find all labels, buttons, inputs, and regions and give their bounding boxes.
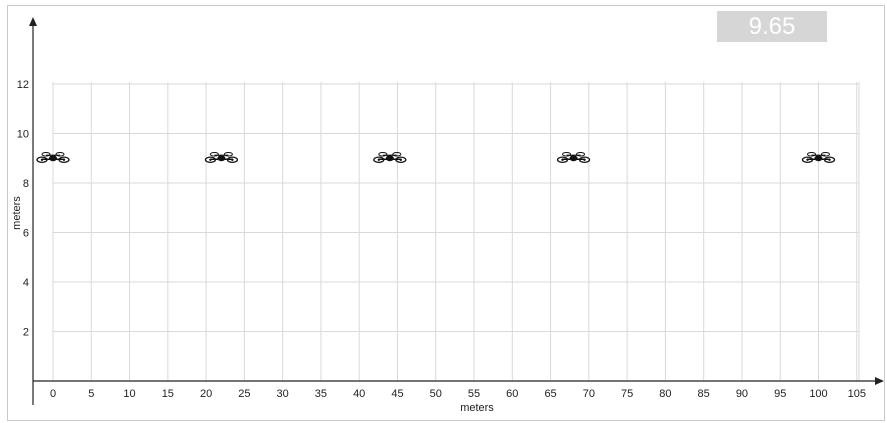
x-tick-label: 30 — [277, 388, 289, 400]
x-tick-label: 90 — [736, 388, 748, 400]
x-tick-label: 105 — [848, 388, 866, 400]
y-axis-arrow — [29, 17, 37, 26]
x-tick-label: 70 — [583, 388, 595, 400]
x-tick-label: 75 — [621, 388, 633, 400]
y-tick-label: 2 — [23, 327, 29, 339]
drone-icon — [36, 151, 70, 163]
x-tick-label: 80 — [659, 388, 671, 400]
x-tick-label: 50 — [430, 388, 442, 400]
x-tick-label: 85 — [698, 388, 710, 400]
y-tick-label: 6 — [23, 228, 29, 240]
x-tick-label: 55 — [468, 388, 480, 400]
x-tick-label: 60 — [506, 388, 518, 400]
x-tick-label: 15 — [162, 388, 174, 400]
grid — [52, 82, 860, 381]
x-tick-label: 0 — [50, 388, 56, 400]
x-tick-label: 65 — [544, 388, 556, 400]
axes — [29, 17, 884, 405]
y-tick-labels: 2 4 6 8 10 12 — [17, 79, 29, 339]
x-tick-label: 95 — [774, 388, 786, 400]
x-tick-label: 35 — [315, 388, 327, 400]
x-tick-labels: 0 5 10 15 20 25 30 35 40 45 50 55 60 65 70 75 80 85 90 95 10… — [50, 388, 866, 400]
data-points — [36, 151, 836, 163]
x-axis-title: meters — [460, 402, 494, 414]
x-tick-label: 40 — [353, 388, 365, 400]
y-tick-label: 10 — [17, 129, 29, 141]
x-tick-label: 5 — [88, 388, 94, 400]
y-tick-label: 4 — [23, 277, 29, 289]
x-tick-label: 100 — [809, 388, 827, 400]
x-tick-label: 45 — [391, 388, 403, 400]
y-axis-title: meters — [11, 196, 23, 230]
value-readout: 9.65 — [717, 11, 827, 42]
x-tick-label: 25 — [238, 388, 250, 400]
y-tick-label: 12 — [17, 79, 29, 91]
x-tick-label: 20 — [200, 388, 212, 400]
drone-icon — [204, 151, 239, 163]
chart-frame — [7, 5, 885, 421]
drone-icon — [373, 151, 407, 163]
drone-icon — [801, 151, 836, 163]
x-tick-label: 10 — [123, 388, 135, 400]
drone-icon — [556, 151, 591, 163]
y-tick-label: 8 — [23, 178, 29, 190]
x-axis-arrow — [875, 377, 884, 385]
